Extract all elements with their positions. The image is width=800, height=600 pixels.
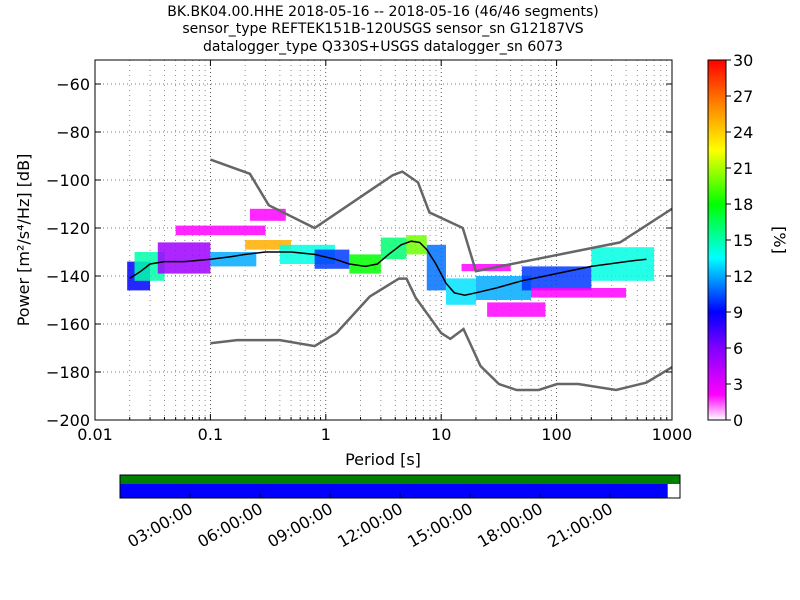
mode-curve: [129, 240, 647, 296]
y-tick-label: −100: [46, 171, 90, 190]
title-line-1: BK.BK04.00.HHE 2018-05-16 -- 2018-05-16 …: [167, 4, 599, 20]
x-tick-label: 0.01: [77, 425, 113, 444]
colorbar-tick-label: 15: [733, 231, 753, 250]
time-tick-label: 21:00:00: [544, 499, 616, 551]
colorbar-ticks: 0 3 6 9 12 15 18 21 24 27 30: [726, 51, 753, 430]
mode-line: [129, 240, 647, 296]
noise-model-nhnm: [209, 158, 672, 273]
density-cell: [445, 278, 476, 305]
colorbar-tick-label: 3: [733, 375, 743, 394]
x-axis-ticks: 0.01 0.1 1 10 100 1000: [77, 60, 692, 444]
title-line-2: sensor_type REFTEK151B-120USGS sensor_sn…: [182, 21, 583, 37]
title-line-3: datalogger_type Q330S+USGS datalogger_sn…: [203, 39, 563, 55]
density-cell: [249, 208, 286, 221]
colorbar: [707, 59, 727, 421]
x-tick-label: 1: [321, 425, 331, 444]
density-cell: [487, 302, 546, 317]
y-tick-label: −140: [46, 267, 90, 286]
time-tick-label: 15:00:00: [404, 499, 476, 551]
colorbar-tick-label: 0: [733, 411, 743, 430]
time-tick-label: 06:00:00: [194, 499, 266, 551]
time-tick-label: 03:00:00: [124, 499, 196, 551]
density-cell: [175, 225, 266, 236]
colorbar-tick-label: 18: [733, 195, 753, 214]
colorbar-tick-label: 21: [733, 159, 753, 178]
y-tick-label: −120: [46, 219, 90, 238]
density-cell: [475, 276, 531, 300]
noise-model-nlnm: [210, 277, 672, 392]
y-tick-label: −160: [46, 315, 90, 334]
time-tick-label: 18:00:00: [474, 499, 546, 551]
coverage-data-bar: [120, 475, 680, 484]
noise-models: [209, 158, 672, 392]
y-tick-label: −180: [46, 363, 90, 382]
x-axis-label: Period [s]: [345, 450, 421, 469]
y-tick-label: −80: [56, 123, 90, 142]
x-tick-label: 100: [541, 425, 572, 444]
density-cell: [210, 252, 257, 267]
coverage-time-ticks: 03:00:0006:00:0009:00:0012:00:0015:00:00…: [124, 493, 616, 551]
colorbar-tick-label: 9: [733, 303, 743, 322]
colorbar-tick-label: 12: [733, 267, 753, 286]
colorbar-label: [%]: [770, 226, 789, 254]
colorbar-tick-label: 24: [733, 123, 753, 142]
density-cell: [380, 237, 407, 260]
density-cell: [461, 264, 511, 272]
y-axis-ticks: −200 −180 −160 −140 −120 −100 −80 −60: [46, 75, 672, 430]
colorbar-tick-label: 27: [733, 87, 753, 106]
density-cell: [426, 244, 446, 291]
density-cell: [157, 242, 211, 274]
coverage-processed-bar: [120, 484, 668, 498]
y-axis-label: Power [m²/s⁴/Hz] [dB]: [14, 154, 33, 327]
density-cell: [530, 288, 627, 298]
figure-title: BK.BK04.00.HHE 2018-05-16 -- 2018-05-16 …: [167, 4, 599, 55]
density-cell: [591, 247, 655, 281]
coverage-panel: 03:00:0006:00:0009:00:0012:00:0015:00:00…: [119, 474, 681, 551]
time-tick-label: 09:00:00: [264, 499, 336, 551]
x-tick-label: 1000: [652, 425, 693, 444]
density-cell: [245, 240, 292, 250]
time-tick-label: 12:00:00: [334, 499, 406, 551]
colorbar-tick-label: 6: [733, 339, 743, 358]
colorbar-tick-label: 30: [733, 51, 753, 70]
density-cell: [349, 254, 381, 274]
y-tick-label: −60: [56, 75, 90, 94]
x-tick-label: 10: [431, 425, 451, 444]
y-tick-label: −200: [46, 411, 90, 430]
x-tick-label: 0.1: [198, 425, 223, 444]
density-cell: [406, 235, 427, 255]
plot-frame: [94, 59, 673, 421]
